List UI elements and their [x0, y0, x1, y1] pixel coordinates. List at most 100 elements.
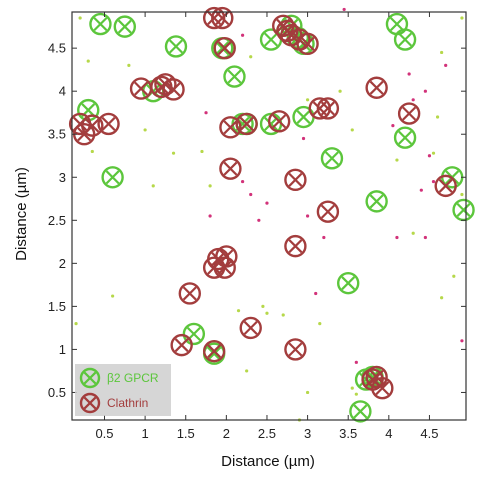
y-tick-label: 3 [59, 170, 66, 185]
x-tick-label: 3.5 [339, 426, 357, 441]
legend-label: β2 GPCR [107, 371, 159, 385]
background-dot-green [245, 369, 249, 373]
background-dot-magenta [419, 188, 423, 192]
clathrin-marker [219, 116, 242, 139]
gpcr-marker [113, 15, 137, 38]
gpcr-marker [89, 12, 112, 36]
clathrin-marker [284, 168, 307, 192]
gpcr-marker [101, 166, 124, 189]
clathrin-marker [284, 234, 307, 258]
clathrin-marker [170, 333, 193, 357]
y-tick-label: 4 [59, 84, 66, 99]
clathrin-marker [434, 174, 457, 198]
clathrin-marker [81, 114, 104, 137]
background-dot-magenta [354, 360, 358, 364]
background-dot-green [440, 50, 444, 55]
background-dot-magenta [305, 214, 310, 218]
background-dot-green [281, 313, 285, 317]
clathrin-marker [178, 282, 201, 305]
background-dot-magenta [431, 179, 436, 184]
clathrin-marker [284, 338, 307, 361]
background-dot-green [249, 55, 253, 59]
background-dot-green [305, 390, 310, 395]
background-dot-magenta [423, 235, 427, 240]
background-dot-green [350, 128, 354, 132]
background-dot-magenta [391, 124, 395, 128]
background-dot-magenta [460, 339, 464, 343]
gpcr-marker [393, 28, 417, 51]
axes-layer: 0.5 1 1.5 2 2.5 3 3.5 4 4.5 0.5 1 1.5 2 2.5 3 3.5 4 4.5 [48, 11, 467, 441]
background-dot-green [143, 128, 147, 132]
clathrin-marker [371, 376, 394, 400]
background-dot-green [111, 294, 115, 298]
background-dot-green [460, 192, 464, 197]
background-dot-magenta [423, 89, 427, 93]
legend: β2 GPCR Clathrin [75, 364, 171, 416]
clathrin-marker [213, 256, 236, 279]
clathrin-marker [129, 77, 153, 100]
clathrin-marker [267, 110, 291, 133]
background-dot-magenta [249, 192, 253, 197]
background-dot-green [431, 151, 436, 155]
gpcr-marker [320, 147, 344, 170]
background-dot-green [236, 309, 241, 313]
gpcr-marker [349, 400, 372, 423]
background-dot-green [78, 16, 82, 20]
markers-layer [68, 6, 475, 423]
y-tick-label: 2.5 [48, 213, 66, 228]
y-tick-label: 1.5 [48, 299, 66, 314]
background-dot-magenta [427, 154, 432, 158]
x-tick-label: 2.5 [258, 426, 276, 441]
gpcr-marker [365, 190, 388, 213]
x-axis-label: Distance (µm) [221, 453, 315, 470]
background-dot-green [171, 151, 176, 155]
background-dot-magenta [342, 7, 346, 12]
clathrin-marker [213, 36, 236, 60]
background-dot-magenta [322, 235, 326, 240]
clathrin-marker [97, 112, 120, 136]
legend-clathrin-marker [79, 392, 101, 414]
background-dot-green [395, 158, 399, 162]
x-tick-label: 2 [223, 426, 230, 441]
gpcr-marker [452, 198, 475, 222]
background-dot-green [305, 98, 310, 102]
background-dot-magenta [407, 72, 411, 76]
legend-label: Clathrin [107, 396, 148, 410]
clathrin-marker [397, 102, 421, 125]
background-dot-magenta [240, 179, 245, 184]
x-tick-label: 1.5 [177, 426, 195, 441]
background-dot-magenta [208, 214, 212, 218]
gpcr-marker [223, 65, 246, 88]
background-dot-green [354, 392, 358, 396]
y-tick-label: 1 [59, 342, 66, 357]
background-dot-magenta [314, 291, 318, 296]
legend-gpcr-marker [79, 367, 101, 389]
background-dot-green [74, 321, 78, 326]
clathrin-marker [162, 78, 185, 101]
background-dot-green [90, 149, 94, 154]
y-tick-label: 4.5 [48, 41, 66, 56]
background-dot-green [350, 386, 354, 390]
clathrin-marker [316, 200, 340, 223]
background-dot-green [208, 184, 212, 188]
background-dot-magenta [301, 136, 306, 141]
background-dot-green [452, 274, 456, 278]
clathrin-marker [219, 157, 242, 180]
x-tick-label: 4 [385, 426, 392, 441]
clathrin-marker [296, 32, 319, 56]
background-dot-green [200, 149, 204, 154]
background-dot-green [440, 296, 444, 300]
background-dot-green [261, 304, 265, 308]
plot-frame [71, 11, 467, 421]
background-dot-magenta [240, 33, 245, 37]
background-dot-magenta [395, 235, 399, 240]
background-dots [74, 7, 464, 422]
background-dot-magenta [257, 218, 261, 222]
x-tick-label: 3 [304, 426, 311, 441]
clathrin-marker [235, 112, 258, 136]
clathrin-marker [239, 316, 262, 340]
clathrin-marker [202, 339, 226, 363]
gpcr-marker [385, 12, 409, 36]
background-dot-green [265, 311, 269, 315]
